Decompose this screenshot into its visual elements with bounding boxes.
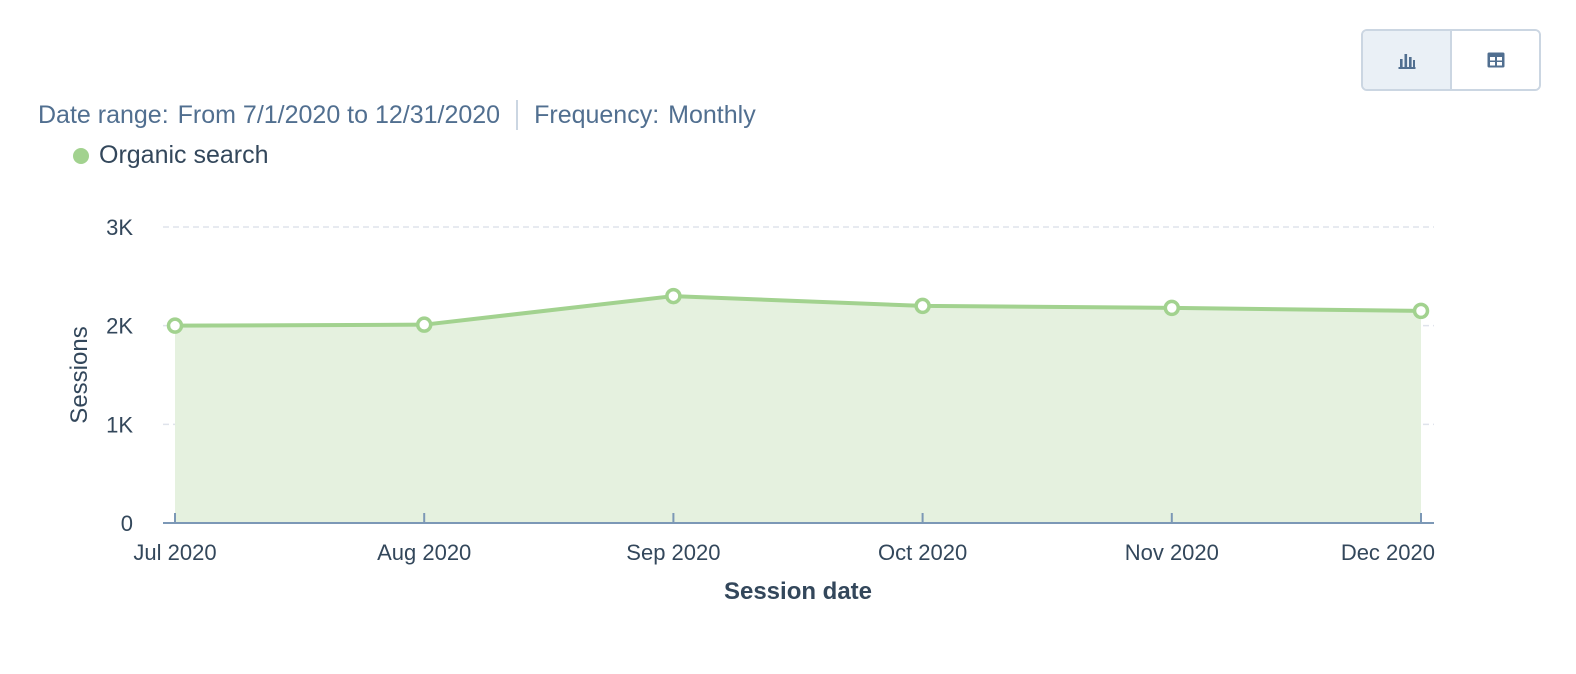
- series-points: [166, 287, 1430, 334]
- data-point: [1163, 299, 1181, 317]
- bar-chart-icon: [1398, 54, 1415, 69]
- x-tick-label: Dec 2020: [1341, 540, 1435, 565]
- table-view-button[interactable]: [1452, 31, 1539, 89]
- data-point: [665, 287, 682, 305]
- series-area-fill: [175, 296, 1421, 523]
- view-toggle: [1361, 29, 1541, 91]
- y-tick-label: 1K: [106, 412, 133, 437]
- x-tick-label: Sep 2020: [626, 540, 720, 565]
- x-tick-label: Oct 2020: [878, 540, 967, 565]
- y-axis-ticks: 0 1K 2K 3K: [106, 215, 133, 536]
- x-tick-label: Nov 2020: [1125, 540, 1219, 565]
- frequency-label: Frequency:: [534, 100, 660, 129]
- data-point: [166, 317, 184, 334]
- x-axis-ticks: Jul 2020 Aug 2020 Sep 2020 Oct 2020 Nov 2020…: [133, 513, 1435, 565]
- x-tick-label: Aug 2020: [377, 540, 471, 565]
- series-line: [174, 294, 1422, 328]
- y-axis-title: Sessions: [66, 326, 93, 423]
- chart-legend: Organic search: [73, 141, 269, 170]
- data-point: [1412, 302, 1430, 320]
- legend-label: Organic search: [99, 141, 269, 169]
- report-filters: Date range: From 7/1/2020 to 12/31/2020 …: [38, 100, 756, 130]
- filter-divider: [516, 100, 519, 130]
- legend-marker: [73, 147, 89, 164]
- y-tick-label: 2K: [106, 314, 133, 339]
- series-line-path: [174, 294, 1422, 328]
- table-icon: [1487, 52, 1504, 68]
- x-axis-title: Session date: [724, 578, 872, 605]
- data-point: [415, 316, 433, 333]
- series-area: [175, 296, 1421, 523]
- y-tick-label: 3K: [106, 215, 133, 240]
- date-range-value: From 7/1/2020 to 12/31/2020: [177, 100, 501, 129]
- chart-view-button[interactable]: [1363, 31, 1452, 89]
- data-point: [914, 297, 931, 315]
- date-range-label: Date range:: [38, 100, 169, 129]
- frequency-value: Monthly: [668, 100, 756, 129]
- y-tick-label: 0: [121, 511, 133, 536]
- x-tick-label: Jul 2020: [133, 540, 216, 565]
